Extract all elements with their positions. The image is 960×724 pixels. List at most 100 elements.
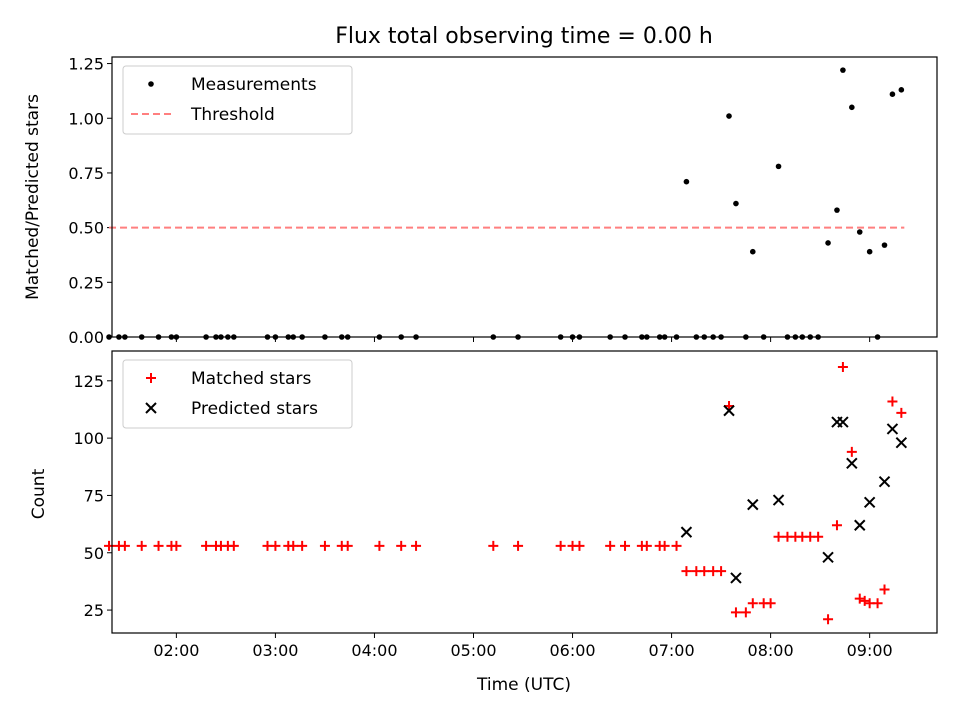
bottom-xtick-label: 04:00: [351, 641, 397, 660]
matched-star-point: [411, 540, 422, 551]
matched-star-point: [872, 598, 883, 609]
bottom-ytick-label: 50: [84, 544, 104, 563]
legend-entry-label: Threshold: [190, 105, 275, 125]
matched-star-point: [730, 607, 741, 618]
matched-star-point: [555, 540, 566, 551]
matched-star-point: [297, 540, 308, 551]
measurement-point: [733, 200, 739, 207]
measurement-point: [834, 207, 840, 213]
matched-star-point: [740, 607, 751, 618]
matched-star-point: [765, 598, 776, 609]
measurement-point: [866, 248, 873, 255]
predicted-star-point: [878, 475, 891, 488]
matched-star-point: [681, 566, 692, 577]
plot-layer: 0.00 0.25 0.50 0.75 1.00 1.25 Measurements Thre…: [68, 55, 938, 660]
bottom-xtick-label: 09:00: [847, 641, 893, 660]
matched-star-point: [574, 540, 585, 551]
matched-star-point: [119, 540, 130, 551]
measurement-point: [856, 229, 863, 235]
top-ytick-label: 1.25: [68, 55, 104, 74]
measurement-point: [106, 334, 112, 340]
legend-measurement-swatch: [148, 81, 154, 87]
top-legend-box: [122, 65, 353, 135]
matched-star-point: [620, 540, 631, 551]
measurement-point: [775, 163, 782, 170]
matched-star-point: [671, 540, 682, 551]
predicted-star-point: [863, 496, 876, 509]
bottom-legend-box: [122, 359, 353, 429]
measurement-point: [849, 104, 855, 111]
matched-star-point: [846, 446, 857, 457]
matched-star-point: [813, 531, 824, 542]
top-y-axis-label: Matched/Predicted stars: [23, 94, 43, 300]
matched-star-point: [228, 540, 239, 551]
matched-star-point: [201, 540, 212, 551]
measurement-point: [889, 91, 896, 97]
measurement-point: [726, 113, 732, 119]
predicted-star-point: [822, 551, 834, 564]
legend-entry-label: Measurements: [191, 75, 317, 95]
legend-entry-label: Matched stars: [191, 369, 311, 389]
bottom-xtick-label: 06:00: [549, 641, 595, 660]
bottom-xtick-label: 03:00: [252, 641, 298, 660]
matched-star-point: [837, 362, 848, 373]
matched-star-point: [153, 540, 164, 551]
bottom-xtick-label: 07:00: [649, 641, 695, 660]
matched-star-point: [605, 540, 616, 551]
matched-star-point: [171, 540, 182, 551]
measurement-point: [683, 178, 690, 185]
bottom-series-matched-stars: [104, 362, 907, 625]
legend-predicted-swatch: [145, 402, 157, 414]
measurement-point: [825, 240, 831, 246]
matched-star-point: [896, 407, 907, 418]
top-plot-frame: [111, 56, 938, 338]
matched-star-point: [374, 540, 385, 551]
top-ytick-label: 0.75: [68, 164, 104, 183]
matched-star-point: [659, 540, 670, 551]
matched-star-point: [823, 614, 834, 625]
legend-matched-swatch: [146, 373, 156, 383]
top-ytick-label: 0.00: [68, 328, 104, 347]
bottom-panel: 25 50 75 100 125 02:00 03:00 04:00 05:00 06:00 07:…: [73, 350, 938, 660]
predicted-star-point: [895, 436, 908, 449]
top-ytick-label: 0.50: [68, 219, 104, 238]
matched-star-point: [270, 540, 281, 551]
matched-star-point: [699, 566, 710, 577]
matched-star-point: [879, 584, 890, 595]
predicted-star-point: [730, 572, 742, 584]
top-panel: 0.00 0.25 0.50 0.75 1.00 1.25 Measurements Thre…: [68, 55, 938, 347]
measurement-point: [881, 242, 888, 248]
predicted-star-point: [854, 519, 866, 531]
bottom-plot-frame: [111, 350, 938, 634]
measurement-point: [840, 67, 846, 73]
legend-entry-label: Predicted stars: [191, 399, 318, 419]
matched-star-point: [887, 396, 898, 407]
bottom-xtick-label: 02:00: [153, 641, 199, 660]
matched-star-point: [641, 540, 652, 551]
bottom-xtick-label: 05:00: [450, 641, 496, 660]
measurement-point: [898, 87, 905, 93]
predicted-star-point: [846, 457, 858, 470]
matched-star-point: [747, 598, 758, 609]
top-legend: Measurements Threshold: [122, 65, 353, 135]
matched-star-point: [513, 540, 524, 551]
top-chart-title: Flux total observing time = 0.00 h: [335, 24, 713, 49]
matched-star-point: [773, 531, 784, 542]
matched-star-point: [319, 540, 330, 551]
matched-star-point: [342, 540, 353, 551]
predicted-star-point: [747, 498, 759, 511]
matched-star-point: [488, 540, 499, 551]
matched-star-point: [859, 595, 870, 606]
matched-star-point: [831, 520, 842, 531]
bottom-ytick-label: 100: [73, 429, 104, 448]
matched-star-point: [716, 566, 727, 577]
bottom-legend: Matched stars Predicted stars: [122, 359, 353, 429]
bottom-xtick-label: 08:00: [748, 641, 794, 660]
bottom-ytick-label: 25: [84, 601, 104, 620]
predicted-star-point: [680, 526, 693, 538]
predicted-star-point: [886, 423, 899, 435]
predicted-star-point: [837, 416, 849, 428]
measurement-point: [749, 248, 756, 255]
bottom-y-axis-label: Count: [29, 468, 49, 519]
